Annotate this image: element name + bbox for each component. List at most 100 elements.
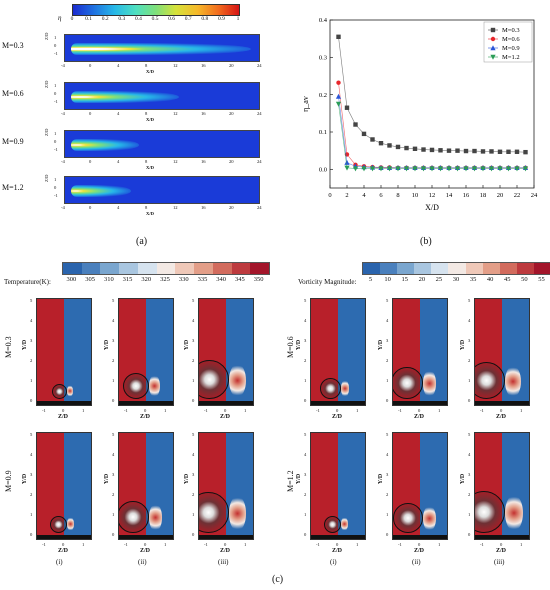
y-tick-label: 1 xyxy=(304,512,307,517)
x-tick-label: 2 xyxy=(345,192,348,199)
colorbar-tick-label: 300 xyxy=(66,276,77,283)
data-point xyxy=(404,145,409,151)
y-tick-label: 1 xyxy=(192,512,195,517)
series-line xyxy=(338,103,526,169)
panel-b-chart: 0 2 4 6 8 10 12 14 16 18 20 22 240.00.10.20.30.4X/Dη… xyxy=(301,17,538,212)
flow-panel xyxy=(474,298,530,406)
y-tick-label: 0 xyxy=(386,398,389,403)
vortex-core xyxy=(323,515,341,533)
data-point xyxy=(361,166,367,172)
x-tick-label: 16 xyxy=(201,63,206,68)
x-tick-label: 0 xyxy=(328,192,331,199)
y-tick-label: 5 xyxy=(386,298,389,303)
y-tick-label: 1 xyxy=(192,378,195,383)
x-tick-label: 16 xyxy=(201,111,206,116)
x-tick-label: 1 xyxy=(438,408,441,413)
x-tick-label: 24 xyxy=(257,205,262,210)
wall-strip xyxy=(475,535,529,539)
z-axis-label: Z/D xyxy=(44,32,49,40)
data-point xyxy=(454,166,461,172)
colorbar-cell xyxy=(380,263,398,274)
vorticity-blob xyxy=(423,370,437,397)
y-tick-label: 1 xyxy=(304,378,307,383)
y-tick-label: 1 xyxy=(112,378,115,383)
wall-strip xyxy=(119,401,173,405)
vorticity-blob xyxy=(423,505,436,531)
y-tick-label: 0 xyxy=(112,532,115,537)
y-axis-title: Y/D xyxy=(184,473,191,485)
data-point xyxy=(489,149,494,154)
eta-tick-label: 0.8 xyxy=(201,16,209,22)
y-tick-label: 2 xyxy=(112,492,115,497)
column-sublabel: (i) xyxy=(56,558,63,566)
column-sublabel: (ii) xyxy=(412,558,421,566)
x-tick-label: -1 xyxy=(204,408,208,413)
colorbar-tick-label: 50 xyxy=(521,276,528,283)
x-tick-label: -1 xyxy=(316,408,320,413)
eta-tick-label: 0.6 xyxy=(168,16,176,22)
y-tick-label: 2 xyxy=(386,492,389,497)
flow-panel xyxy=(198,298,254,406)
z-tick-label: -1 xyxy=(54,147,58,152)
vorticity-blob xyxy=(149,504,163,531)
x-axis-label: X/D xyxy=(146,165,154,170)
flow-panel xyxy=(118,432,174,540)
x-tick-label: 1 xyxy=(164,408,167,413)
data-point xyxy=(490,27,496,33)
x-axis-title: Z/D xyxy=(496,414,507,420)
data-point xyxy=(480,149,486,154)
y-tick-label: 2 xyxy=(304,358,307,363)
y-axis-title: Y/D xyxy=(184,339,191,351)
y-tick-label: 1 xyxy=(30,512,33,517)
x-tick-label: 16 xyxy=(201,159,206,164)
z-tick-label: 0 xyxy=(54,91,57,96)
y-axis-title: Y/D xyxy=(460,473,467,485)
colorbar-tick-label: 5 xyxy=(368,276,373,283)
x-tick-label: 0 xyxy=(144,542,147,547)
y-tick-label: 0.0 xyxy=(319,167,327,174)
vorticity-blob xyxy=(149,375,160,397)
panel-a-caption: (a) xyxy=(136,236,148,247)
y-tick-label: 5 xyxy=(30,432,33,437)
colorbar-tick-label: 305 xyxy=(85,276,95,283)
flow-panel xyxy=(198,432,254,540)
row-label: M=0.9 xyxy=(2,137,24,146)
y-axis-title: Y/D xyxy=(296,473,303,485)
y-tick-label: 0 xyxy=(192,532,195,537)
y-tick-label: 0 xyxy=(192,398,195,403)
colorbar-tick-label: 55 xyxy=(538,276,545,283)
x-tick-label: -1 xyxy=(398,542,402,547)
jet-strip xyxy=(64,82,260,110)
colorbar-cell xyxy=(414,263,432,274)
colorbar-cell xyxy=(363,263,381,274)
x-tick-label: 0 xyxy=(89,63,92,68)
vortex-core xyxy=(119,501,149,533)
data-point xyxy=(463,166,469,172)
z-axis-label: Z/D xyxy=(44,174,49,182)
wall-strip xyxy=(311,401,365,405)
colorbar-cell xyxy=(81,263,101,274)
y-tick-label: 0 xyxy=(468,532,471,537)
x-tick-label: 8 xyxy=(145,159,148,164)
y-tick-label: 2 xyxy=(30,358,33,363)
colorbar-tick-label: 15 xyxy=(401,276,408,283)
x-axis-title: Z/D xyxy=(58,548,69,554)
colorbar-cell xyxy=(212,263,232,274)
y-tick-label: 3 xyxy=(304,472,307,477)
x-axis-title: Z/D xyxy=(414,548,425,554)
jet-strip xyxy=(64,34,260,62)
data-point xyxy=(352,166,359,172)
column-sublabel: (i) xyxy=(330,558,337,566)
colorbar-tick-label: 20 xyxy=(418,276,426,283)
x-tick-label: 10 xyxy=(412,192,419,199)
colorbar-cell xyxy=(231,263,251,274)
data-point xyxy=(336,80,341,85)
data-point xyxy=(514,149,520,154)
colorbar-cell xyxy=(499,263,517,274)
x-tick-label: 20 xyxy=(497,192,504,199)
colorbar-cell xyxy=(516,263,534,274)
colorbar-tick-label: 350 xyxy=(253,276,264,283)
flow-panel xyxy=(36,298,92,406)
y-tick-label: 1 xyxy=(386,512,389,517)
row-label: M=1.2 xyxy=(2,183,24,192)
